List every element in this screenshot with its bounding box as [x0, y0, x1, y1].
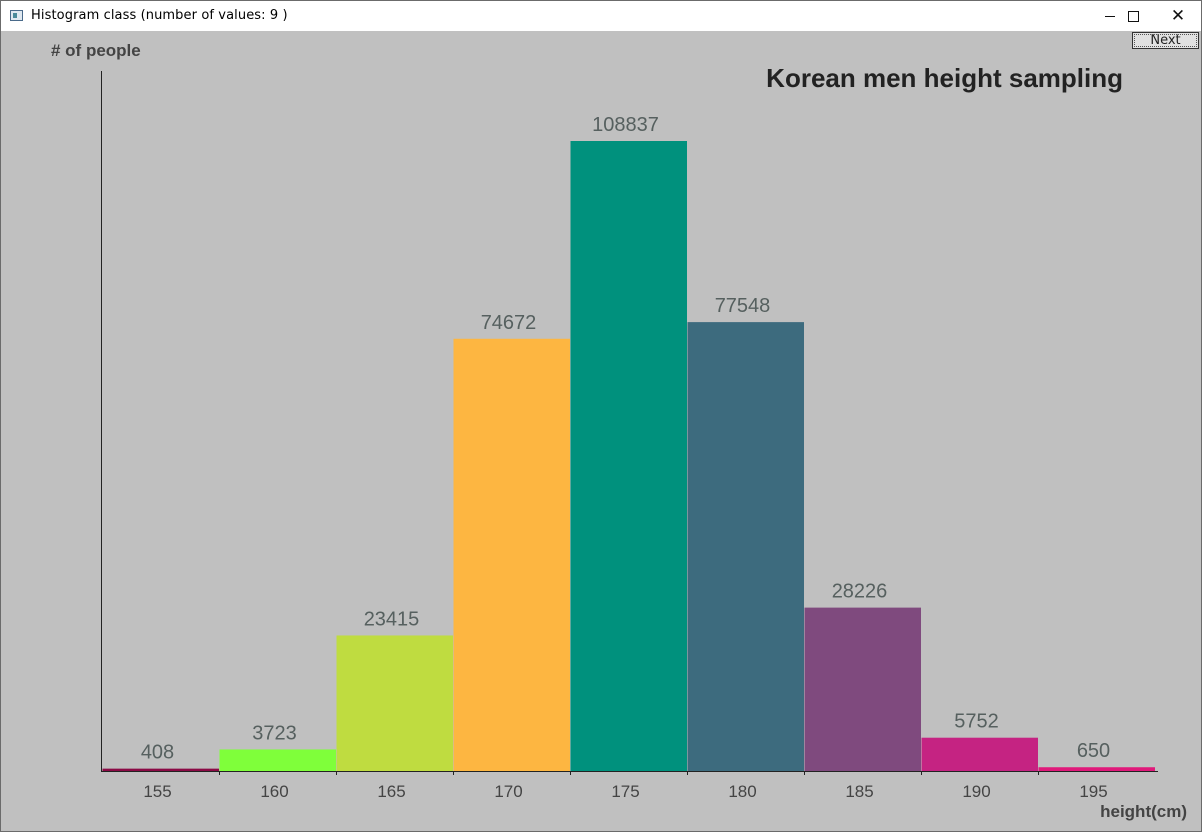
- next-button[interactable]: Next: [1132, 32, 1199, 49]
- bar-value-label: 3723: [252, 722, 297, 744]
- app-icon: [10, 10, 23, 21]
- bar-165: [336, 635, 453, 771]
- close-button[interactable]: ✕: [1155, 1, 1201, 31]
- x-axis-label: height(cm): [1100, 802, 1187, 821]
- x-tick-label: 195: [1079, 782, 1107, 801]
- bar-value-label: 5752: [954, 711, 999, 733]
- close-icon: ✕: [1170, 5, 1186, 26]
- bar-value-label: 74672: [481, 312, 537, 334]
- bar-180: [687, 322, 804, 771]
- x-tick-label: 180: [728, 782, 756, 801]
- x-tick-label: 165: [377, 782, 405, 801]
- chart-title: Korean men height sampling: [766, 63, 1123, 93]
- bar-170: [453, 338, 570, 771]
- histogram-chart: Korean men height sampling # of people h…: [51, 41, 1187, 821]
- bar-155: [102, 768, 219, 771]
- bar-value-label: 408: [141, 742, 174, 764]
- bar-160: [219, 749, 336, 771]
- x-tick-label: 190: [962, 782, 990, 801]
- x-tick-label: 185: [845, 782, 873, 801]
- chart-area: Next Korean men height sampling # of peo…: [1, 31, 1201, 831]
- bar-value-label: 108837: [592, 114, 659, 136]
- x-tick-label: 155: [143, 782, 171, 801]
- bar-175: [570, 141, 687, 771]
- bar-value-label: 28226: [832, 581, 888, 603]
- x-tick-label: 175: [611, 782, 639, 801]
- x-tick-label: 160: [260, 782, 288, 801]
- bar-value-label: 77548: [715, 295, 771, 317]
- minimize-button[interactable]: [1087, 1, 1133, 31]
- window-title: Histogram class (number of values: 9 ): [31, 8, 288, 23]
- bar-value-label: 23415: [364, 608, 420, 630]
- bar-value-label: 650: [1077, 740, 1110, 762]
- bar-190: [921, 737, 1038, 771]
- minimize-icon: [1105, 15, 1115, 17]
- title-bar[interactable]: Histogram class (number of values: 9 ) ✕: [1, 1, 1201, 31]
- bar-195: [1038, 767, 1155, 771]
- maximize-icon: [1127, 10, 1139, 22]
- maximize-button[interactable]: [1110, 1, 1156, 31]
- y-axis-label: # of people: [51, 41, 141, 60]
- bar-185: [804, 607, 921, 771]
- x-tick-label: 170: [494, 782, 522, 801]
